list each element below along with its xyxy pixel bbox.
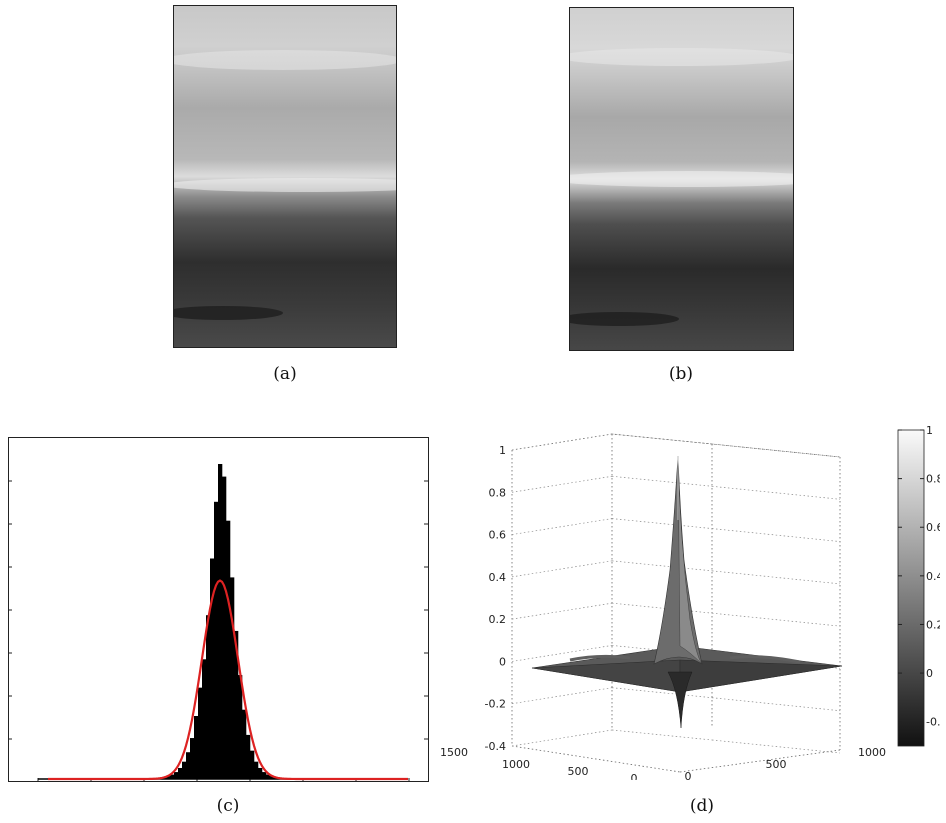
z-tick-label: 0.4 — [489, 571, 507, 584]
x-tick-label: 0 — [685, 770, 692, 780]
x-tick-label: 1000 — [858, 746, 886, 759]
histogram-bar — [226, 520, 231, 779]
colorbar: 1 0.8 0.6 0.4 0.2 0 -0.2 — [897, 424, 946, 747]
histogram-bar — [166, 776, 171, 779]
histogram-bar — [206, 615, 211, 779]
histogram-bar — [210, 558, 215, 779]
colorbar-tick-label: 0.8 — [926, 473, 940, 486]
histogram-bar — [258, 767, 263, 780]
histogram-bar — [178, 767, 183, 780]
x-tick-label: 500 — [766, 758, 787, 771]
histogram-bar — [262, 772, 267, 779]
histogram-bar — [266, 774, 271, 779]
z-tick-label: 1 — [499, 444, 506, 457]
histogram-bar — [230, 577, 235, 779]
colorbar-tick-label: 0.6 — [926, 521, 940, 534]
caption-c: (c) — [216, 796, 240, 816]
z-tick-label: 0.8 — [489, 486, 507, 499]
y-tick-label: 1500 — [440, 746, 468, 759]
surface-mesh — [531, 455, 843, 729]
histogram-bar — [250, 750, 255, 779]
histogram-bar — [214, 501, 219, 779]
histogram-panel — [8, 437, 429, 783]
histogram-chart — [8, 437, 429, 783]
colorbar-tick-label: 0.4 — [926, 570, 940, 583]
histogram-bar — [190, 738, 195, 779]
image-a — [163, 5, 443, 348]
histogram-bar — [254, 761, 259, 779]
colorbar-tick-label: -0.2 — [926, 716, 940, 729]
histogram-bar — [242, 709, 247, 779]
colorbar-tick-label: 0.2 — [926, 618, 940, 631]
y-tick-label: 0 — [631, 772, 638, 780]
colorbar-tick-label: 1 — [926, 424, 933, 437]
histogram-bar — [218, 464, 223, 779]
z-tick-label: 0 — [499, 655, 506, 668]
surface-panel: 1 0.8 0.6 0.4 0.2 0 -0.2 -0.4 0 500 1000 1500 1000… — [440, 420, 946, 785]
histogram-bar — [202, 659, 207, 779]
caption-a: (a) — [273, 364, 297, 384]
colorbar-tick-label: 0 — [926, 667, 933, 680]
histogram-bar — [194, 716, 199, 779]
gaussian-fit-curve — [48, 579, 408, 781]
image-b — [549, 7, 829, 351]
histogram-bar — [174, 772, 179, 779]
caption-d: (d) — [689, 796, 715, 816]
histogram-bar — [186, 752, 191, 780]
histogram-bar — [246, 734, 251, 779]
z-tick-label: 0.2 — [489, 613, 507, 626]
histogram-bar — [222, 476, 227, 779]
histogram-bar — [234, 630, 239, 779]
histogram-bar — [238, 675, 243, 779]
z-tick-label: -0.2 — [485, 698, 506, 711]
caption-b: (b) — [668, 364, 694, 384]
y-tick-label: 1000 — [502, 758, 530, 771]
histogram-bar — [170, 774, 175, 779]
y-tick-label: 500 — [568, 765, 589, 778]
histogram-bar — [198, 687, 203, 779]
histogram-bar — [182, 761, 187, 779]
z-tick-label: 0.6 — [489, 529, 507, 542]
z-tick-label: -0.4 — [485, 740, 506, 753]
histogram-bar — [270, 776, 275, 779]
